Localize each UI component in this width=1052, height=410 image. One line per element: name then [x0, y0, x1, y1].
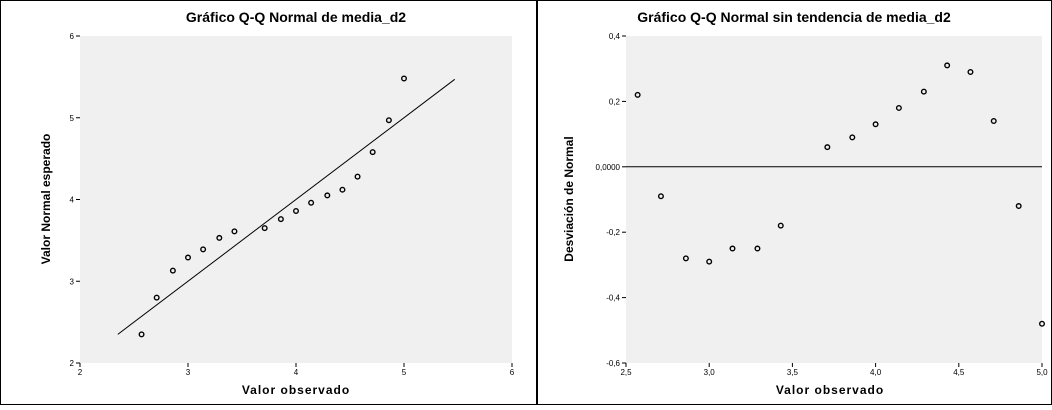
data-point [200, 246, 207, 253]
y-axis-label: Valor Normal esperado [39, 134, 53, 265]
data-point [944, 62, 951, 69]
plot-area [626, 36, 1042, 363]
detrended-qq-chart-panel: Gráfico Q-Q Normal sin tendencia de medi… [538, 0, 1052, 405]
data-point [216, 234, 223, 241]
data-point [277, 216, 284, 223]
y-tick-label: 0,0000 [596, 163, 621, 172]
x-tick-label: 3,0 [704, 368, 716, 377]
y-tick-label: 0,2 [609, 97, 621, 106]
data-point [657, 193, 664, 200]
data-point [777, 222, 784, 229]
chart-title: Gráfico Q-Q Normal de media_d2 [186, 9, 406, 25]
data-point [895, 104, 902, 111]
data-point [706, 258, 713, 265]
data-point [231, 228, 238, 235]
data-point [261, 225, 268, 232]
data-point [824, 144, 831, 151]
x-tick-label: 4 [294, 368, 299, 377]
data-point [872, 121, 879, 128]
data-point [967, 68, 974, 75]
data-point [308, 199, 315, 206]
data-point [682, 255, 689, 262]
x-tick-label: 5,0 [1036, 368, 1048, 377]
data-point [354, 173, 361, 180]
data-point [153, 294, 160, 301]
y-tick-label: -0,4 [606, 294, 620, 303]
data-point [729, 245, 736, 252]
y-tick-label: -0,2 [606, 228, 620, 237]
data-point [634, 91, 641, 98]
x-tick-label: 4,0 [870, 368, 882, 377]
x-tick-label: 2 [78, 368, 83, 377]
data-point [138, 331, 145, 338]
x-tick-label: 3,5 [787, 368, 799, 377]
y-tick-label: -0,6 [606, 359, 620, 368]
data-point [754, 245, 761, 252]
x-axis-label: Valor observado [776, 383, 884, 397]
x-tick-label: 3 [186, 368, 191, 377]
x-axis-label: Valor observado [242, 383, 350, 397]
data-point [184, 254, 191, 261]
data-point [401, 75, 408, 82]
x-tick-label: 2,5 [620, 368, 632, 377]
data-point [1015, 203, 1022, 210]
data-point [324, 192, 331, 199]
x-tick-label: 4,5 [953, 368, 965, 377]
y-tick-label: 3 [70, 277, 75, 286]
data-point [339, 186, 346, 193]
chart-title: Gráfico Q-Q Normal sin tendencia de medi… [637, 9, 951, 25]
data-point [920, 88, 927, 95]
qq-normal-chart-panel: Gráfico Q-Q Normal de media_d2 2 3 4 5 6 2 3 4… [39, 9, 515, 397]
detrended-qq-chart: Gráfico Q-Q Normal sin tendencia de medi… [562, 9, 1048, 397]
data-point [169, 267, 176, 274]
y-tick-label: 0,4 [609, 32, 621, 41]
y-tick-label: 4 [70, 196, 75, 205]
x-tick-label: 5 [402, 368, 407, 377]
x-tick-label: 6 [510, 368, 515, 377]
y-axis-label: Desviación de Normal [562, 136, 576, 261]
panel-divider [536, 0, 538, 405]
reference-line [117, 78, 456, 335]
y-tick-label: 2 [70, 359, 75, 368]
data-point [1039, 320, 1046, 327]
data-point [293, 207, 300, 214]
y-tick-label: 5 [70, 114, 75, 123]
data-point [849, 134, 856, 141]
data-point [990, 118, 997, 125]
y-tick-label: 6 [70, 32, 75, 41]
data-point [385, 117, 392, 124]
data-point [369, 149, 376, 156]
qq-normal-chart: Gráfico Q-Q Normal de media_d2 2 3 4 5 6 2 3 4… [39, 9, 515, 397]
